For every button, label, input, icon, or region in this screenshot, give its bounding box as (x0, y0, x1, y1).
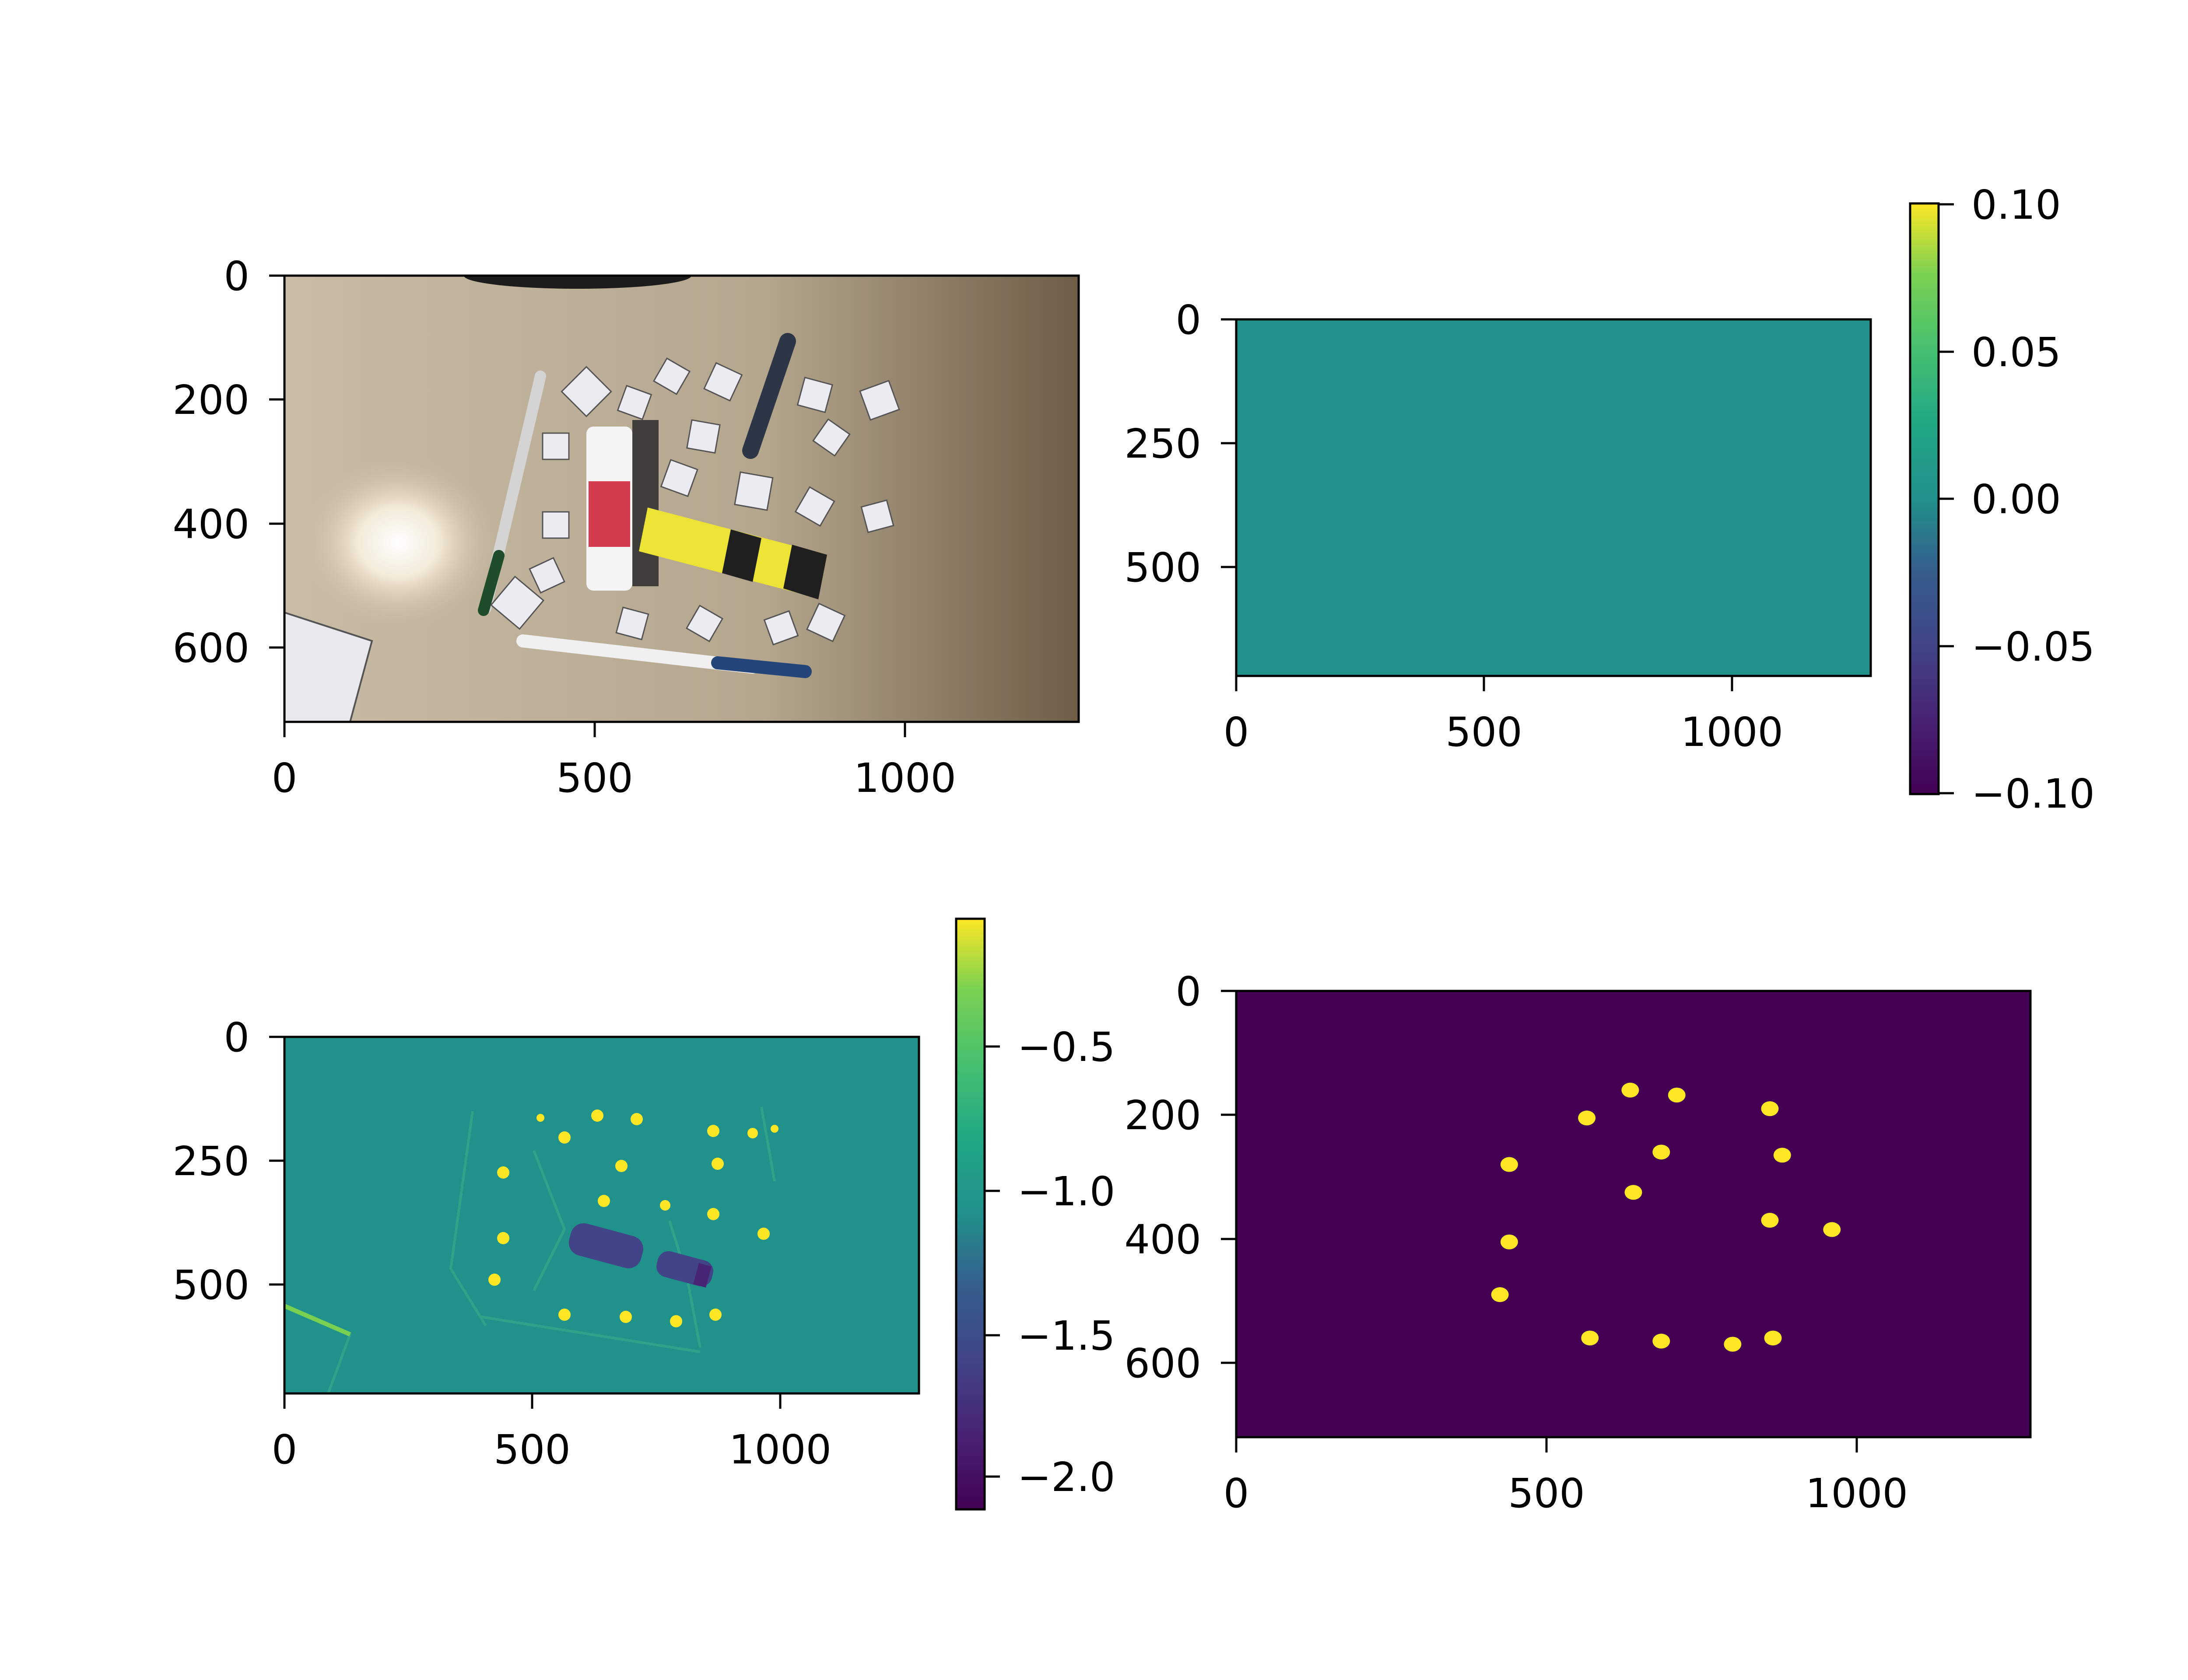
mask-blobs (1491, 1082, 1841, 1352)
mask-image (1236, 991, 2030, 1437)
mask-blob-4 (1652, 1144, 1670, 1160)
photo-xtick-1000: 1000 (854, 755, 956, 802)
photo-xtick-0: 0 (272, 755, 298, 802)
gradient-ytick-250: 250 (172, 1138, 249, 1185)
uniform-y-axis: 0 250 500 (1124, 297, 1236, 591)
mask-ytick-600: 600 (1124, 1340, 1201, 1387)
uniform-ytick-0: 0 (1175, 297, 1201, 343)
mask-ytick-400: 400 (1124, 1216, 1201, 1263)
uniform-field-image (1236, 319, 1871, 676)
photo-ytick-200: 200 (172, 377, 249, 424)
photo-image (284, 276, 1079, 722)
uniform-cbar-tick-3: −0.05 (1971, 623, 2095, 670)
uniform-xtick-0: 0 (1224, 709, 1249, 756)
mask-blob-13 (1652, 1334, 1670, 1349)
uniform-cbar-tick-2: 0.00 (1971, 476, 2061, 523)
uniform-ytick-250: 250 (1124, 420, 1201, 467)
mask-xtick-500: 500 (1508, 1470, 1585, 1517)
uniform-cbar-tick-4: −0.10 (1971, 770, 2095, 817)
mask-blob-0 (1621, 1082, 1639, 1098)
photo-x-axis: 0 500 1000 (272, 722, 956, 802)
gradient-panel: 0 500 1000 0 250 500 −0.5 −1.0 −1.5 −2.0 (172, 917, 1115, 1511)
photo-panel: 0 500 1000 0 200 400 600 (172, 253, 1080, 802)
uniform-x-axis: 0 500 1000 (1224, 676, 1783, 756)
uniform-colorbar: 0.10 0.05 0.00 −0.05 −0.10 (1909, 182, 2095, 817)
mask-blob-5 (1773, 1148, 1791, 1163)
mask-blob-3 (1761, 1101, 1779, 1116)
gradient-x-axis: 0 500 1000 (272, 1393, 831, 1473)
mask-blob-1 (1668, 1088, 1686, 1102)
mask-blob-9 (1823, 1222, 1841, 1237)
mask-blob-15 (1764, 1330, 1782, 1346)
gradient-xtick-0: 0 (272, 1426, 298, 1473)
uniform-xtick-500: 500 (1445, 709, 1522, 756)
mask-xtick-0: 0 (1224, 1470, 1249, 1517)
mask-blob-6 (1500, 1157, 1518, 1172)
mask-blob-14 (1724, 1337, 1742, 1352)
uniform-xtick-1000: 1000 (1681, 709, 1783, 756)
gradient-colorbar: −0.5 −1.0 −1.5 −2.0 (955, 917, 1115, 1511)
gradient-cbar-tick-3: −2.0 (1017, 1454, 1115, 1501)
mask-blob-12 (1581, 1330, 1599, 1346)
uniform-panel: 0 500 1000 0 250 500 0.10 0.05 0.00 −0.0… (1124, 182, 2095, 817)
photo-ytick-0: 0 (224, 253, 249, 300)
photo-ytick-600: 600 (172, 625, 249, 672)
uniform-cbar-tick-1: 0.05 (1971, 329, 2061, 376)
uniform-ytick-500: 500 (1124, 544, 1201, 591)
mask-blob-8 (1761, 1213, 1779, 1228)
mask-xtick-1000: 1000 (1806, 1470, 1908, 1517)
gradient-cbar-tick-1: −1.0 (1017, 1168, 1115, 1215)
mask-blob-7 (1624, 1185, 1642, 1200)
mask-blob-2 (1578, 1110, 1596, 1126)
gradient-ytick-500: 500 (172, 1262, 249, 1309)
mask-ytick-200: 200 (1124, 1092, 1201, 1139)
mask-panel: 0 500 1000 0 200 400 600 (1124, 968, 2032, 1517)
gradient-ytick-0: 0 (224, 1014, 249, 1061)
mask-ytick-0: 0 (1175, 968, 1201, 1015)
gradient-y-axis: 0 250 500 (172, 1014, 284, 1309)
mask-blob-11 (1491, 1287, 1509, 1302)
uniform-cbar-tick-0: 0.10 (1971, 182, 2061, 228)
mask-y-axis: 0 200 400 600 (1124, 968, 1236, 1387)
gradient-cbar-tick-2: −1.5 (1017, 1312, 1115, 1359)
photo-xtick-500: 500 (556, 755, 633, 802)
mask-blob-10 (1500, 1234, 1518, 1250)
gradient-xtick-1000: 1000 (729, 1426, 831, 1473)
photo-y-axis: 0 200 400 600 (172, 253, 284, 672)
gradient-xtick-500: 500 (494, 1426, 571, 1473)
mask-x-axis: 0 500 1000 (1224, 1437, 1908, 1517)
photo-ytick-400: 400 (172, 501, 249, 548)
gradient-cbar-tick-0: −0.5 (1017, 1024, 1115, 1071)
gradient-map-image (284, 1037, 919, 1393)
gradient-colorbar-gradient (955, 917, 986, 1511)
uniform-colorbar-gradient (1909, 202, 1940, 795)
